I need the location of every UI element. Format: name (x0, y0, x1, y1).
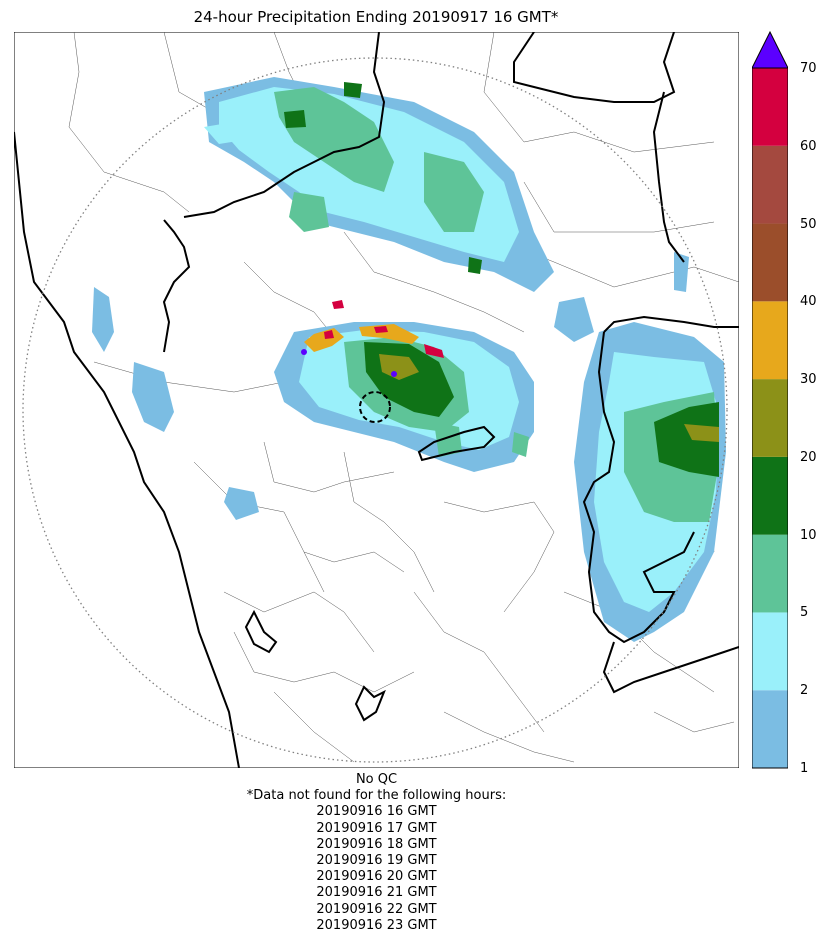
radar-precipitation-map (14, 32, 739, 768)
colorbar-tick-label: 50 (800, 216, 817, 232)
missing-hour-item: 20190916 18 GMT (316, 836, 437, 852)
missing-hour-item: 20190916 20 GMT (316, 869, 437, 885)
colorbar-tick-label: 20 (800, 449, 817, 465)
colorbar-bin (752, 379, 788, 457)
radar-site-marker (359, 391, 391, 423)
colorbar-tick-label: 1 (800, 761, 809, 776)
radar-range-ring (22, 57, 728, 763)
missing-hour-item: 20190916 22 GMT (316, 901, 437, 917)
missing-hour-item: 20190916 21 GMT (316, 885, 437, 901)
colorbar-bin (752, 68, 788, 146)
colorbar-bin (752, 145, 788, 224)
colorbar-tick-label: 30 (800, 372, 817, 388)
colorbar-tick-label: 40 (800, 294, 817, 310)
missing-data-header: *Data not found for the following hours: (246, 788, 507, 804)
precip-20-30mm (379, 354, 719, 442)
precipitation-colorbar (752, 30, 788, 769)
colorbar-bin (752, 301, 788, 380)
colorbar-bin (752, 534, 788, 613)
map-title: 24-hour Precipitation Ending 20190917 16… (193, 8, 559, 26)
colorbar-tick-label: 60 (800, 138, 817, 154)
colorbar-tick-label: 10 (800, 527, 817, 543)
colorbar-tick-label: 5 (800, 605, 809, 621)
missing-hours-list: 20190916 16 GMT 20190916 17 GMT 20190916 1… (14, 804, 739, 934)
colorbar-bin (752, 690, 788, 768)
missing-hour-item: 20190916 19 GMT (316, 853, 437, 869)
precip-30-plus-mm (301, 300, 444, 377)
qc-note: No QC (355, 772, 398, 787)
missing-hour-item: 20190916 16 GMT (316, 804, 437, 820)
missing-hour-item: 20190916 23 GMT (316, 917, 437, 933)
colorbar-tick-label: 2 (800, 683, 809, 699)
missing-hour-item: 20190916 17 GMT (316, 820, 437, 836)
colorbar-bin (752, 456, 788, 535)
colorbar-bin (752, 223, 788, 302)
data-notes: No QC *Data not found for the following … (14, 772, 739, 934)
colorbar-bin (752, 612, 788, 691)
colorbar-tick-label: 70 (800, 61, 817, 76)
coastline-and-borders (14, 32, 739, 768)
